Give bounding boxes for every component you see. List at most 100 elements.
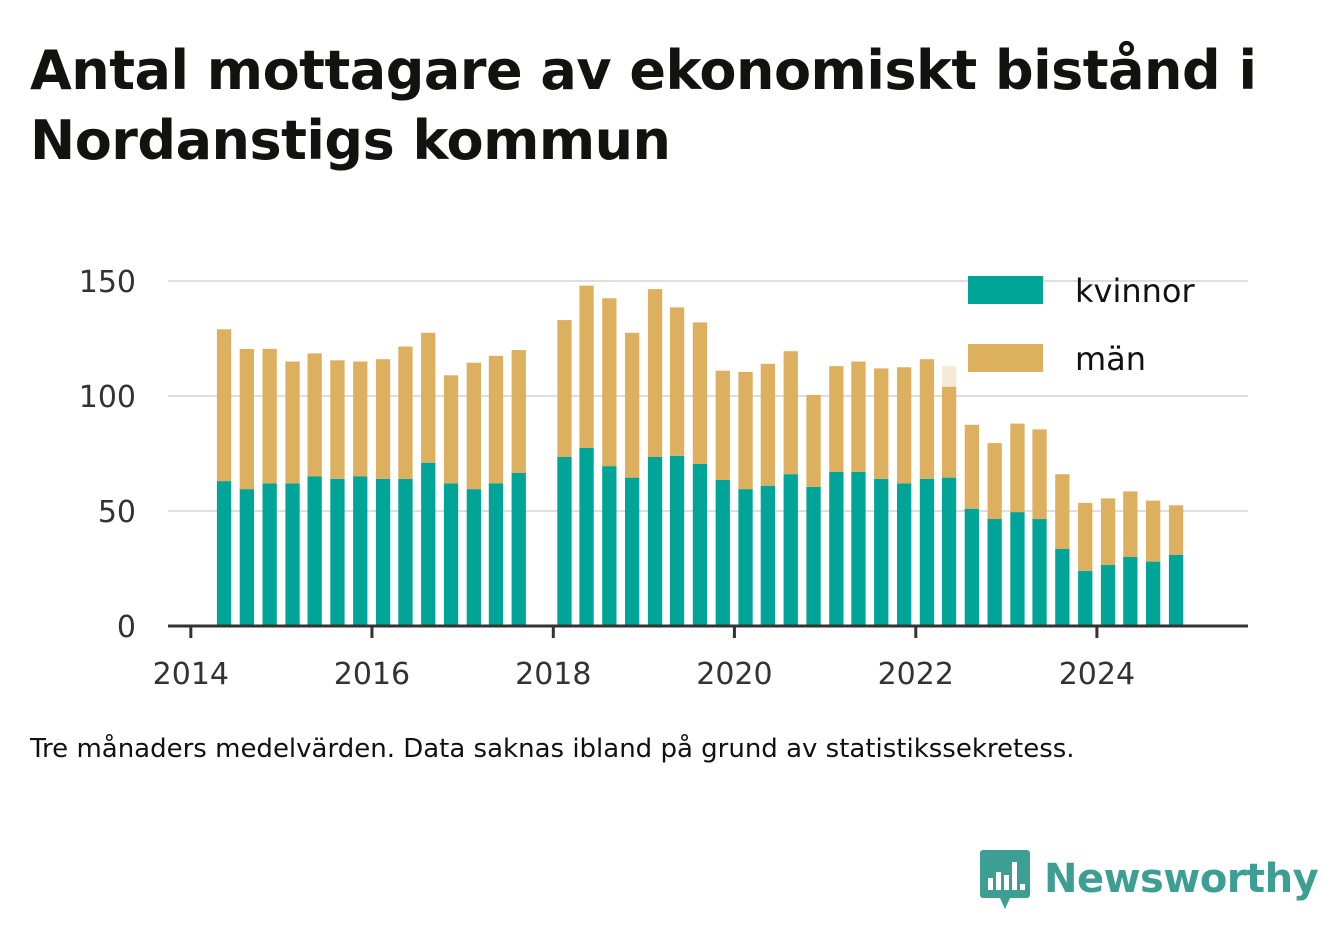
bar-man bbox=[557, 320, 572, 457]
bar-man bbox=[647, 289, 663, 457]
bar-man bbox=[307, 353, 322, 477]
bar-series bbox=[216, 285, 1184, 627]
legend-label-kvinnor: kvinnor bbox=[1075, 272, 1196, 310]
bar-kvinnor bbox=[783, 474, 798, 626]
bar-kvinnor bbox=[285, 483, 300, 626]
bar-kvinnor bbox=[715, 479, 730, 626]
bar-man bbox=[919, 359, 935, 479]
bar-man bbox=[806, 394, 821, 487]
x-tick-label: 2020 bbox=[696, 657, 772, 692]
bar-kvinnor bbox=[738, 489, 753, 626]
bar-kvinnor bbox=[941, 477, 957, 626]
bar-man bbox=[330, 360, 345, 479]
y-tick-label: 150 bbox=[79, 265, 136, 300]
x-tick-label: 2022 bbox=[878, 657, 954, 692]
bar-man bbox=[398, 346, 413, 479]
gridlines bbox=[168, 280, 1248, 512]
bar-man bbox=[579, 285, 594, 448]
bar-kvinnor bbox=[443, 483, 459, 626]
bar-kvinnor bbox=[760, 485, 775, 626]
bar-kvinnor bbox=[692, 463, 708, 626]
bar-kvinnor bbox=[897, 483, 912, 626]
bar-kvinnor bbox=[1055, 549, 1070, 626]
bar-kvinnor bbox=[330, 478, 345, 626]
bar-kvinnor bbox=[874, 478, 889, 626]
bar-kvinnor bbox=[602, 466, 617, 626]
bar-kvinnor bbox=[239, 489, 254, 626]
bar-kvinnor bbox=[647, 457, 663, 626]
newsworthy-logo[interactable]: Newsworthy bbox=[980, 848, 1319, 910]
bar-kvinnor bbox=[1078, 570, 1093, 626]
bar-kvinnor bbox=[579, 447, 594, 627]
bar-kvinnor bbox=[625, 477, 640, 626]
bar-kvinnor bbox=[353, 476, 368, 626]
bar-kvinnor bbox=[851, 471, 866, 626]
x-tick-label: 2016 bbox=[334, 657, 410, 692]
bar-man bbox=[1123, 491, 1138, 557]
bar-man bbox=[216, 329, 232, 482]
bar-masked-segment bbox=[941, 366, 957, 387]
brand-name: Newsworthy bbox=[1044, 856, 1319, 902]
legend-swatch-kvinnor bbox=[968, 276, 1043, 304]
bar-man bbox=[375, 359, 391, 479]
bar-kvinnor bbox=[1100, 565, 1116, 626]
bar-man bbox=[239, 348, 254, 490]
y-tick-label: 0 bbox=[117, 610, 136, 645]
chart-title: Antal mottagare av ekonomiskt bistånd i … bbox=[30, 39, 1257, 172]
bar-kvinnor bbox=[669, 455, 685, 626]
bar-man bbox=[602, 298, 617, 467]
bar-man bbox=[1078, 502, 1093, 571]
bar-chart-speech-bubble-icon bbox=[980, 850, 1030, 909]
x-tick-label: 2018 bbox=[515, 657, 591, 692]
bar-man bbox=[738, 371, 753, 490]
bar-kvinnor bbox=[1032, 519, 1047, 626]
bar-kvinnor bbox=[1123, 557, 1138, 626]
bar-man bbox=[262, 348, 277, 484]
bar-man bbox=[987, 443, 1002, 519]
bar-kvinnor bbox=[375, 478, 391, 626]
legend-swatch-man bbox=[968, 344, 1043, 372]
bar-man bbox=[760, 363, 775, 486]
bar-man bbox=[783, 351, 798, 475]
bar-kvinnor bbox=[262, 483, 277, 626]
bar-kvinnor bbox=[307, 476, 322, 626]
bar-man bbox=[1010, 423, 1025, 513]
bar-man bbox=[897, 367, 912, 484]
x-tick-label: 2024 bbox=[1059, 657, 1135, 692]
axes: 0 50 100 150 2014 2016 2018 2020 2022 2024 bbox=[79, 265, 1248, 692]
bar-man bbox=[1055, 474, 1070, 549]
chart-caption: Tre månaders medelvärden. Data saknas ib… bbox=[30, 734, 1075, 764]
bar-kvinnor bbox=[806, 486, 821, 626]
bar-man bbox=[874, 368, 889, 479]
bar-kvinnor bbox=[1010, 512, 1025, 626]
bar-man bbox=[692, 322, 708, 464]
bar-man bbox=[285, 361, 300, 484]
bar-kvinnor bbox=[1168, 554, 1184, 626]
bar-kvinnor bbox=[829, 471, 844, 626]
bar-kvinnor bbox=[557, 457, 572, 626]
legend-label-man: män bbox=[1075, 340, 1146, 378]
bar-man bbox=[1100, 498, 1116, 566]
bar-man bbox=[941, 385, 957, 478]
bar-kvinnor bbox=[987, 519, 1002, 626]
bar-man bbox=[715, 370, 730, 480]
bar-man bbox=[829, 366, 844, 472]
bar-kvinnor bbox=[919, 478, 935, 626]
bar-kvinnor bbox=[511, 473, 526, 626]
bar-kvinnor bbox=[421, 462, 436, 626]
y-tick-label: 50 bbox=[98, 495, 136, 530]
bar-man bbox=[625, 332, 640, 478]
bar-man bbox=[466, 362, 481, 490]
bar-kvinnor bbox=[466, 489, 481, 626]
bar-kvinnor bbox=[488, 483, 504, 626]
bar-kvinnor bbox=[216, 481, 232, 626]
bar-man bbox=[1168, 505, 1184, 555]
bar-man bbox=[669, 307, 685, 456]
bar-kvinnor bbox=[964, 508, 979, 626]
bar-man bbox=[511, 350, 526, 473]
bar-man bbox=[488, 355, 504, 484]
legend: kvinnor män bbox=[968, 272, 1196, 378]
x-tick-label: 2014 bbox=[153, 657, 229, 692]
y-tick-label: 100 bbox=[79, 380, 136, 415]
